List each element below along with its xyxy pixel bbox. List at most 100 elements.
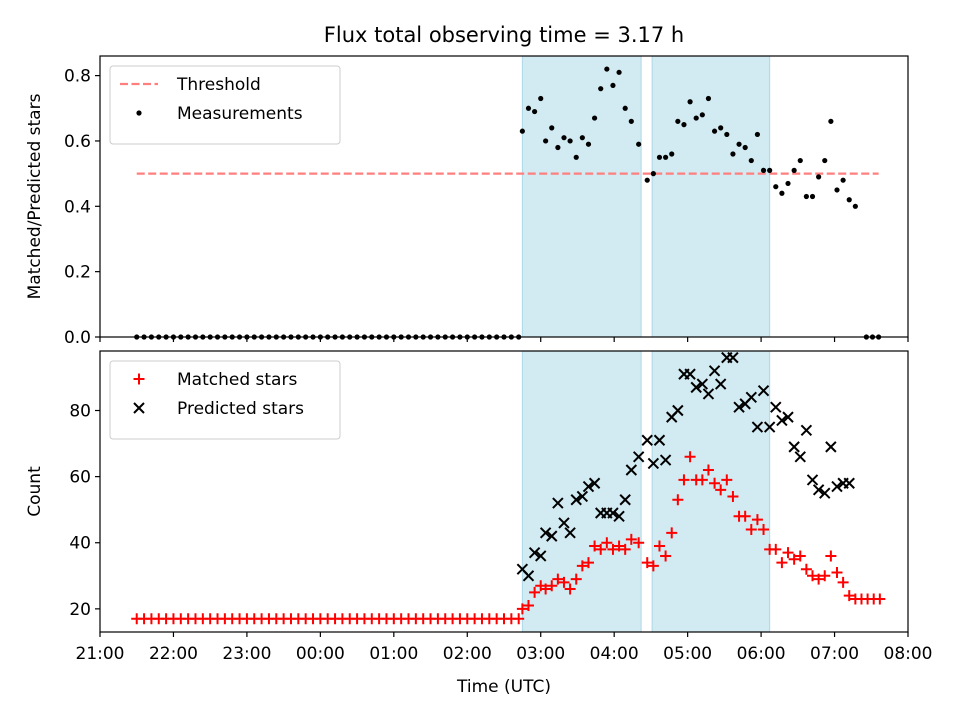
y-tick-label: 0.2 [64, 263, 91, 283]
data-point [647, 457, 660, 470]
data-point [663, 154, 669, 160]
y-tick-label: 20 [69, 600, 91, 620]
data-point [788, 441, 800, 453]
series-predicted-stars [516, 351, 855, 582]
data-point [699, 112, 705, 118]
data-point [705, 95, 712, 102]
data-point [641, 557, 653, 569]
data-point [555, 144, 561, 151]
data-point [702, 464, 714, 476]
legend-swatch [133, 373, 145, 385]
y-tick-label: 60 [69, 468, 91, 488]
data-point [727, 351, 739, 364]
data-point [659, 454, 672, 466]
data-point [552, 573, 564, 585]
y-axis-label: Matched/Predicted stars [25, 93, 45, 299]
legend-swatch [136, 110, 142, 116]
data-point [736, 141, 742, 147]
data-point [828, 118, 834, 124]
x-axis-label: Time (UTC) [456, 677, 551, 697]
data-point [653, 540, 665, 552]
data-point [573, 154, 579, 160]
data-point [549, 125, 555, 131]
data-point [803, 193, 809, 200]
data-point [831, 566, 843, 578]
data-point [825, 550, 837, 562]
data-point [644, 177, 650, 183]
data-point [546, 530, 558, 542]
data-point [714, 378, 727, 390]
data-point [558, 517, 570, 529]
data-point [681, 122, 687, 128]
data-point [653, 434, 666, 446]
x-tick-label: 03:00 [516, 644, 565, 664]
data-point [675, 118, 681, 124]
data-point [760, 167, 767, 173]
legend-box [109, 360, 341, 440]
data-point [800, 563, 812, 575]
data-point [758, 524, 770, 536]
data-point [730, 151, 736, 157]
data-point [564, 583, 576, 595]
data-point [633, 537, 645, 549]
top-panel: 0.0 0.2 0.4 0.6 0.8 Matched/Predicted stars Th… [25, 55, 909, 348]
data-point [779, 190, 785, 196]
data-point [570, 573, 582, 585]
data-point [745, 391, 758, 403]
y-tick-label: 0.0 [64, 328, 91, 348]
data-point [564, 527, 576, 539]
y-tick-label: 0.4 [64, 197, 91, 217]
data-point [588, 477, 601, 489]
data-point [589, 540, 601, 552]
data-point [625, 464, 638, 476]
data-point [696, 378, 709, 390]
data-point [619, 543, 631, 555]
data-point [794, 550, 806, 562]
data-point [546, 580, 558, 592]
data-point [754, 131, 761, 138]
y-axis-label: Count [25, 466, 45, 517]
data-point [582, 557, 594, 569]
data-point [696, 474, 708, 486]
data-point [684, 368, 696, 380]
data-point [794, 451, 806, 463]
data-point [791, 167, 797, 173]
data-point [529, 586, 541, 598]
data-point [687, 99, 693, 105]
shaded-interval-1 [521, 55, 642, 338]
data-point [733, 401, 745, 413]
data-point [834, 187, 840, 193]
data-point [693, 115, 699, 121]
data-point [785, 180, 791, 187]
x-tick-label: 21:00 [76, 644, 125, 664]
figure-title: Flux total observing time = 3.17 h [324, 23, 684, 47]
data-point [776, 557, 788, 569]
data-point [748, 157, 754, 164]
data-point [812, 484, 825, 496]
x-tick-label: 00:00 [296, 644, 345, 664]
data-point [770, 543, 782, 555]
data-point [763, 421, 776, 433]
x-tick-label: 22:00 [149, 644, 198, 664]
data-point [641, 434, 653, 446]
legend-box [109, 65, 341, 145]
data-point [742, 144, 748, 151]
data-point [585, 141, 592, 147]
data-point [552, 497, 564, 509]
data-point [538, 95, 544, 102]
data-point [613, 510, 625, 523]
data-point [540, 583, 552, 595]
data-point [647, 560, 659, 572]
axes-frame [99, 350, 909, 633]
data-point [819, 570, 831, 582]
data-point [522, 570, 535, 582]
data-point [604, 66, 610, 72]
data-point [570, 494, 582, 506]
data-point [539, 527, 552, 539]
data-point [535, 550, 547, 562]
data-point [800, 424, 813, 437]
data-point [767, 167, 773, 173]
data-point [813, 573, 825, 585]
legend: Threshold Measurements [109, 65, 341, 145]
data-point [751, 514, 763, 526]
